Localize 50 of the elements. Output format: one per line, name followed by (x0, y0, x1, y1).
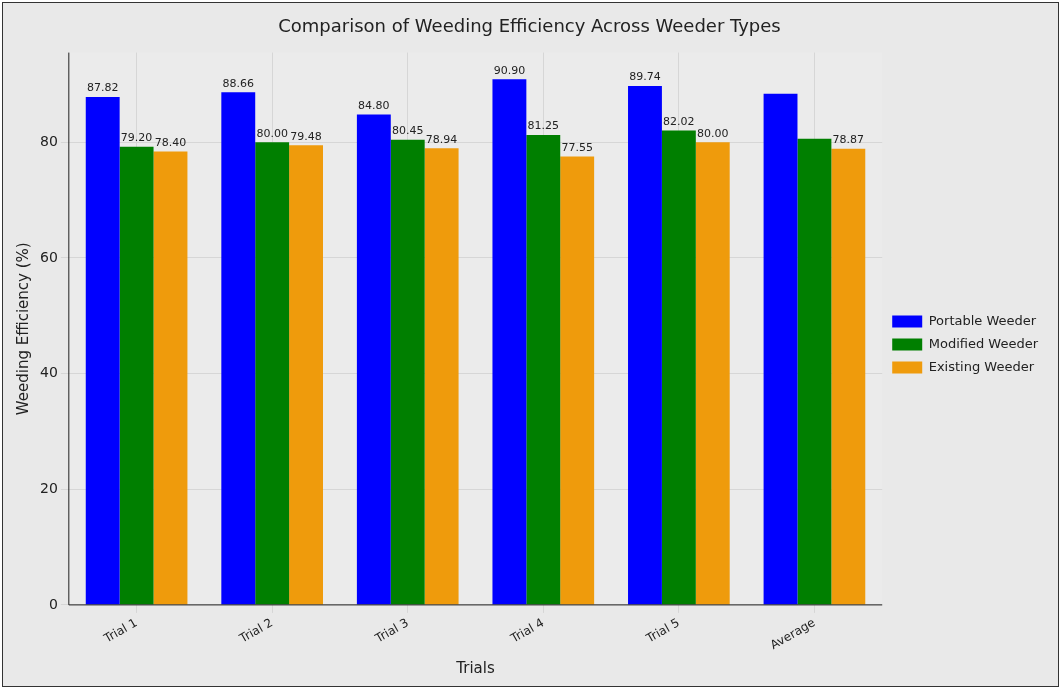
data-label: 90.90 (493, 63, 526, 77)
data-label: 84.80 (358, 98, 390, 112)
bar (119, 146, 154, 605)
bar (289, 145, 323, 605)
y-tick-label: 80 (39, 132, 58, 149)
bar (492, 79, 527, 605)
x-axis-title: Trials (455, 658, 495, 677)
data-label: 79.48 (290, 129, 322, 143)
bar (797, 138, 832, 605)
bar (831, 148, 866, 605)
legend-label: Modified Weeder (928, 335, 1039, 351)
bar (526, 135, 561, 605)
bar (560, 156, 595, 605)
bar (661, 130, 696, 605)
y-tick-label: 0 (48, 595, 58, 612)
bar (628, 85, 662, 605)
legend-label: Existing Weeder (928, 358, 1035, 374)
bar (390, 139, 425, 605)
x-tick-label: Trial 2 (236, 615, 276, 646)
data-label: 89.74 (629, 70, 661, 84)
data-label: 81.25 (527, 119, 560, 133)
bar (424, 148, 459, 605)
x-tick-label: Trial 4 (507, 615, 547, 646)
x-tick-label: Trial 5 (642, 615, 682, 646)
data-label: 78.40 (154, 135, 187, 149)
bar (221, 92, 256, 605)
y-tick-label: 20 (39, 479, 58, 496)
data-label: 88.66 (222, 76, 255, 90)
y-axis-title: Weeding Efficiency (%) (13, 242, 32, 416)
bar (255, 142, 290, 605)
chart-title: Comparison of Weeding Efficiency Across Weeder Types (278, 15, 781, 37)
data-label: 79.20 (120, 131, 153, 145)
bar (153, 151, 188, 605)
data-label: 80.45 (391, 124, 424, 137)
bar (356, 114, 391, 605)
data-label: 78.87 (832, 133, 865, 147)
data-label: 87.82 (86, 81, 119, 95)
data-label: 82.02 (663, 114, 695, 128)
data-label: 80.00 (256, 126, 288, 140)
y-tick-label: 40 (39, 364, 58, 381)
data-label: 80.00 (697, 126, 729, 140)
bar (763, 93, 798, 605)
legend-label: Portable Weeder (928, 312, 1037, 328)
x-tick-label: Trial 1 (100, 615, 140, 646)
bar (85, 97, 120, 605)
data-label: 77.55 (561, 140, 593, 154)
data-label: 78.94 (425, 132, 458, 146)
x-tick-label: Trial 3 (371, 615, 411, 646)
y-tick-label: 60 (39, 248, 58, 265)
bar (695, 142, 730, 605)
